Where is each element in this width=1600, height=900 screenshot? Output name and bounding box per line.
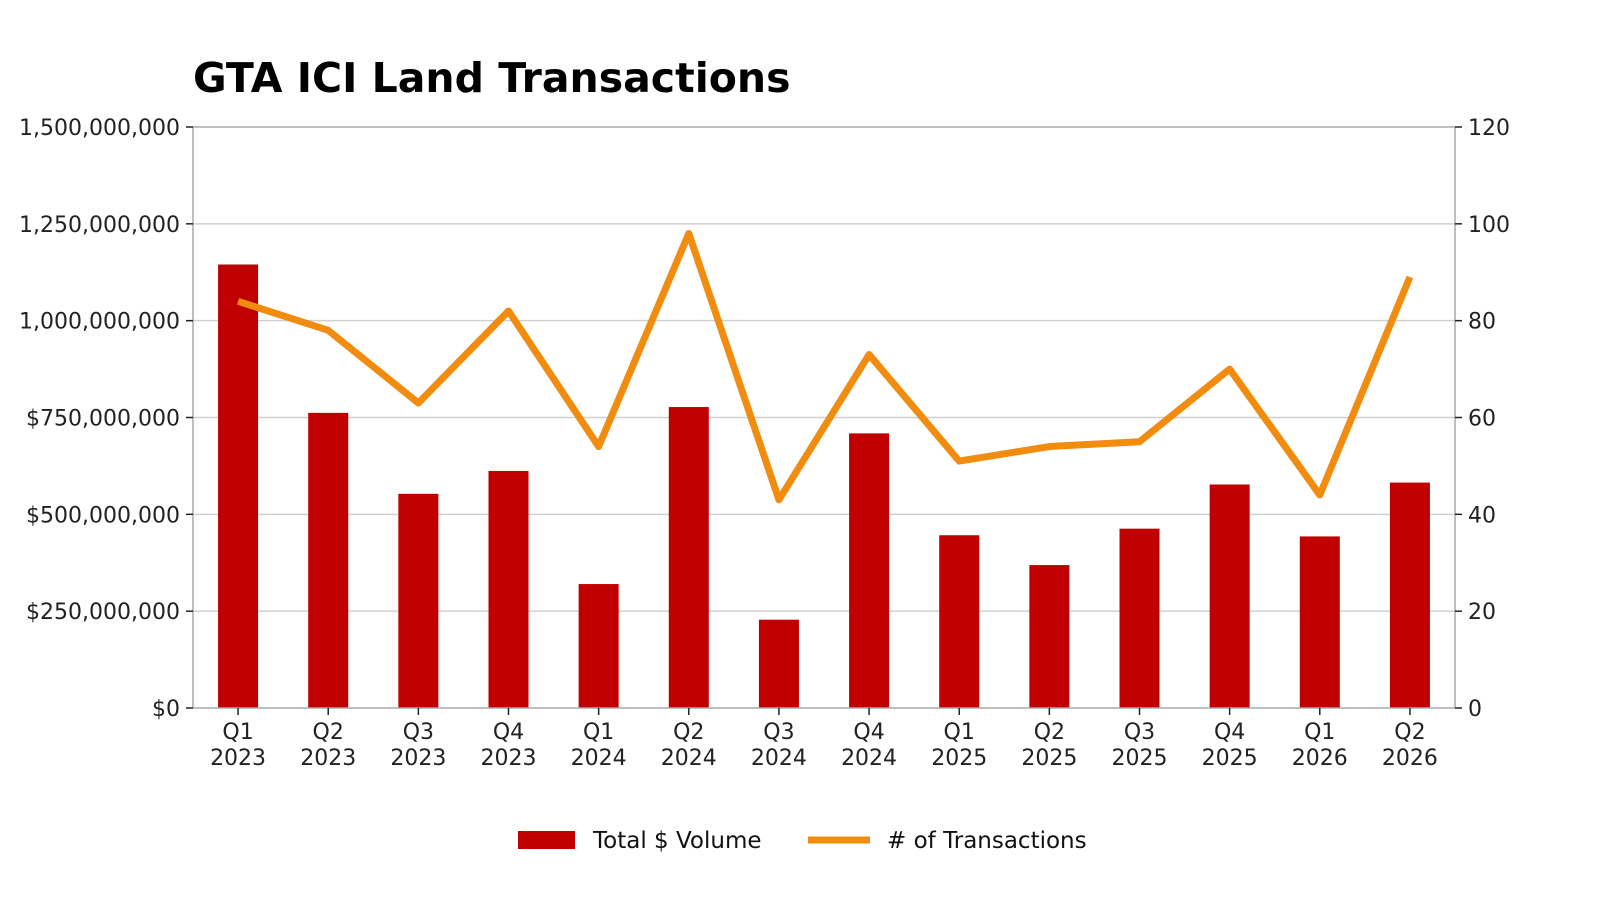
x-tick-label-quarter: Q2 bbox=[313, 720, 344, 745]
transactions-point-14 bbox=[1409, 276, 1411, 278]
bar-8 bbox=[849, 433, 890, 708]
right-tick-label: 60 bbox=[1468, 407, 1496, 432]
x-tick-label-quarter: Q4 bbox=[853, 720, 884, 745]
left-tick-label: 1,000,000,000 bbox=[19, 310, 180, 335]
x-tick-label-year: 2023 bbox=[300, 746, 356, 771]
bar-7 bbox=[758, 619, 799, 708]
bar-14 bbox=[1389, 482, 1430, 708]
right-tick-label: 40 bbox=[1468, 503, 1496, 528]
x-tick-label-quarter: Q2 bbox=[1394, 720, 1425, 745]
transactions-point-3 bbox=[417, 402, 419, 404]
right-tick-label: 0 bbox=[1468, 697, 1482, 722]
transactions-point-4 bbox=[508, 310, 509, 312]
x-tick-label-quarter: Q3 bbox=[1124, 720, 1155, 745]
legend-swatch-bar bbox=[518, 831, 575, 849]
x-tick-label-quarter: Q1 bbox=[1304, 720, 1335, 745]
x-tick-label-quarter: Q2 bbox=[673, 720, 704, 745]
x-tick-label-year: 2026 bbox=[1382, 746, 1438, 771]
chart-title: GTA ICI Land Transactions bbox=[193, 54, 791, 102]
x-tick-label-quarter: Q1 bbox=[583, 720, 614, 745]
x-tick-label-year: 2024 bbox=[571, 746, 627, 771]
x-tick-label-quarter: Q3 bbox=[763, 720, 794, 745]
right-tick-label: 120 bbox=[1468, 116, 1510, 141]
x-tick-label-year: 2025 bbox=[1112, 746, 1168, 771]
transactions-point-1 bbox=[237, 300, 239, 302]
bar-12 bbox=[1209, 484, 1250, 708]
x-tick-label-year: 2026 bbox=[1292, 746, 1348, 771]
x-tick-label-year: 2023 bbox=[481, 746, 537, 771]
bar-2 bbox=[308, 412, 349, 708]
x-tick-label-quarter: Q2 bbox=[1034, 720, 1065, 745]
x-tick-label-year: 2023 bbox=[210, 746, 266, 771]
legend-label-bar: Total $ Volume bbox=[592, 828, 762, 854]
x-tick-label-year: 2025 bbox=[1202, 746, 1258, 771]
x-tick-label-year: 2023 bbox=[390, 746, 446, 771]
bar-6 bbox=[668, 407, 709, 708]
right-tick-label: 80 bbox=[1468, 310, 1496, 335]
transactions-point-5 bbox=[598, 446, 600, 448]
bar-10 bbox=[1029, 565, 1070, 708]
bar-1 bbox=[218, 264, 259, 708]
x-tick-label-year: 2025 bbox=[931, 746, 987, 771]
left-tick-label: $750,000,000 bbox=[26, 407, 180, 432]
left-tick-label: $250,000,000 bbox=[26, 600, 180, 625]
x-tick-label-quarter: Q4 bbox=[1214, 720, 1245, 745]
transactions-point-9 bbox=[958, 460, 960, 462]
bar-3 bbox=[398, 493, 439, 708]
transactions-point-12 bbox=[1229, 368, 1231, 370]
right-tick-label: 20 bbox=[1468, 600, 1496, 625]
x-tick-label-year: 2025 bbox=[1021, 746, 1077, 771]
bar-5 bbox=[578, 584, 619, 708]
transactions-point-2 bbox=[327, 329, 329, 331]
x-tick-label-quarter: Q1 bbox=[222, 720, 253, 745]
x-tick-label-quarter: Q3 bbox=[403, 720, 434, 745]
bar-13 bbox=[1299, 536, 1340, 708]
transactions-line bbox=[236, 230, 1414, 504]
x-tick-label-quarter: Q4 bbox=[493, 720, 524, 745]
transactions-point-13 bbox=[1319, 494, 1321, 496]
transactions-point-7 bbox=[778, 499, 780, 501]
x-tick-label-year: 2024 bbox=[751, 746, 807, 771]
transactions-point-6 bbox=[688, 233, 690, 235]
x-tick-label-year: 2024 bbox=[841, 746, 897, 771]
left-tick-label: $500,000,000 bbox=[26, 503, 180, 528]
transactions-point-8 bbox=[868, 354, 870, 356]
transactions-point-11 bbox=[1139, 441, 1140, 443]
x-tick-label-quarter: Q1 bbox=[944, 720, 975, 745]
transactions-point-10 bbox=[1048, 446, 1050, 448]
bar-9 bbox=[939, 535, 980, 708]
left-tick-label: 1,250,000,000 bbox=[19, 213, 180, 238]
left-tick-label: 1,500,000,000 bbox=[19, 116, 180, 141]
x-tick-label-year: 2024 bbox=[661, 746, 717, 771]
bar-4 bbox=[488, 470, 529, 708]
right-tick-label: 100 bbox=[1468, 213, 1510, 238]
left-tick-label: $0 bbox=[152, 697, 180, 722]
legend-label-line: # of Transactions bbox=[887, 828, 1087, 854]
bar-11 bbox=[1119, 528, 1160, 708]
